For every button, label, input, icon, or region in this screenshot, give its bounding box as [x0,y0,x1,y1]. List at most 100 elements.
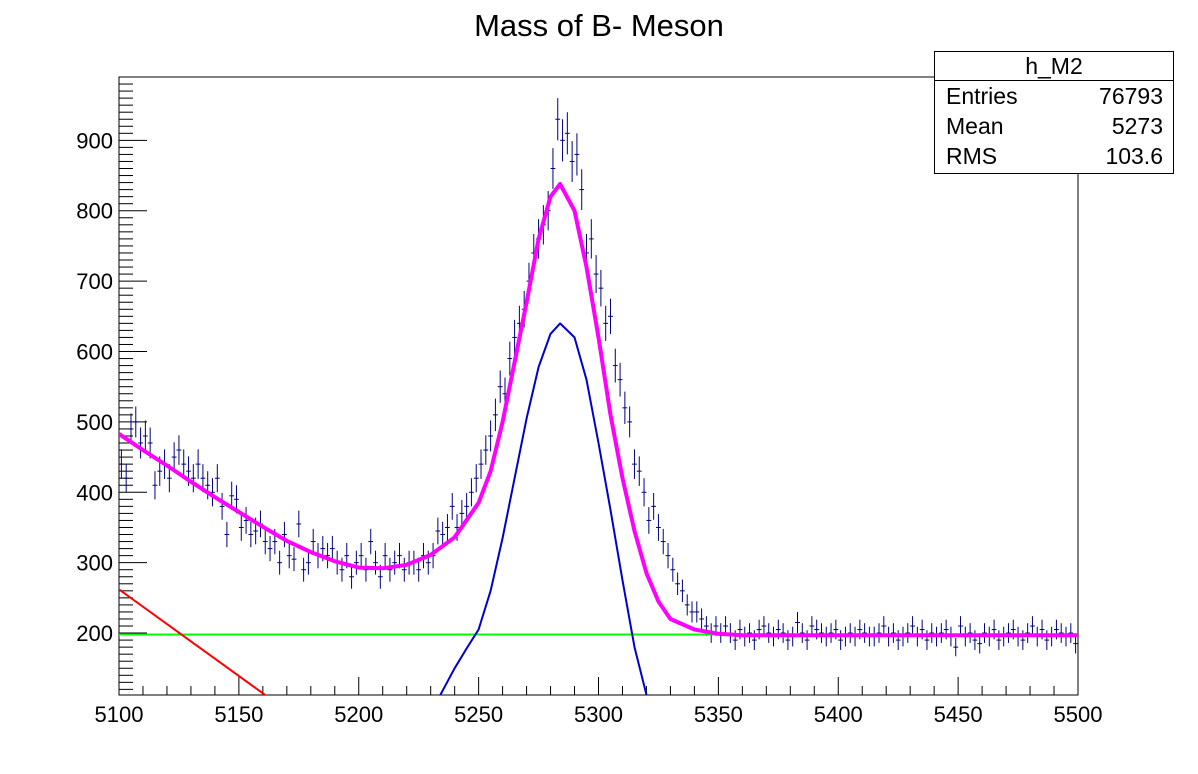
data-point [214,464,220,493]
fit-curves [119,182,1078,695]
stats-row-rms: RMS 103.6 [935,141,1173,171]
y-tick-label: 500 [76,410,113,435]
data-point [142,420,148,452]
y-tick-label: 300 [76,551,113,576]
data-point [445,514,450,541]
data-point [238,514,244,541]
data-point [828,623,834,643]
data-point [1030,616,1035,636]
y-tick-label: 400 [76,480,113,505]
data-point [574,133,580,176]
x-tick-label: 5100 [95,702,144,727]
data-point [670,557,676,582]
data-point [646,507,652,534]
data-point [972,630,978,650]
stats-value: 103.6 [1105,143,1163,169]
data-point [358,542,364,569]
y-tick-label: 800 [76,199,113,224]
stats-label: RMS [946,143,998,169]
data-point [699,608,704,630]
stats-box: h_M2 Entries 76793 Mean 5273 RMS 103.6 [934,51,1174,174]
data-point [785,630,791,650]
data-point [286,542,292,569]
data-point [171,442,177,472]
data-point [636,456,642,486]
data-point [325,542,330,569]
stats-row-entries: Entries 76793 [935,81,1173,111]
data-point [176,435,182,465]
data-point [291,547,297,572]
data-point [368,528,374,555]
data-point [1068,623,1074,643]
data-point [512,319,517,356]
x-tick-label: 5250 [454,702,503,727]
data-point [497,370,503,403]
data-point [910,616,915,636]
data-point [603,305,609,341]
data-point [895,630,901,650]
data-point [119,449,124,479]
data-point [862,623,868,643]
data-point [795,611,800,634]
data-point [598,269,604,307]
data-point [123,464,129,493]
data-point [564,112,570,155]
data-point [138,427,143,459]
data-point [588,219,594,259]
data-point [953,637,959,657]
y-tick-label: 600 [76,340,113,365]
data-point [1020,630,1026,650]
x-tick-label: 5400 [814,702,863,727]
data-point [493,398,498,432]
data-point [478,449,484,479]
data-point [329,535,335,562]
data-point [435,517,441,545]
stats-row-mean: Mean 5273 [935,111,1173,141]
data-point [301,557,307,582]
stats-box-name: h_M2 [935,52,1173,81]
data-point [373,550,378,575]
data-point [608,298,613,334]
data-point [1025,623,1031,643]
data-point [689,601,695,623]
x-tick-label: 5150 [214,702,263,727]
data-point [401,557,407,582]
data-point [780,623,786,643]
data-point [195,449,201,479]
histogram-points [119,98,1078,657]
data-point [306,550,311,575]
data-point [905,623,911,643]
data-point [612,348,618,383]
x-tick-label: 5450 [934,702,983,727]
data-point [310,528,316,555]
data-point [1006,623,1011,643]
fit-curve-background [119,588,267,695]
data-point [929,623,935,643]
data-point [229,481,235,510]
data-point [483,435,489,465]
data-point [1058,623,1064,643]
data-point [627,406,633,438]
x-tick-label: 5200 [334,702,383,727]
tick-labels: 5100 5150 5200 5250 5300 5350 5400 5450 5500 200 3… [76,128,1102,727]
chart-title: Mass of B- Meson [474,8,724,43]
data-point [555,98,561,141]
stats-value: 5273 [1111,113,1163,139]
data-point [665,542,671,569]
data-point [507,341,513,376]
stats-value: 76793 [1099,83,1163,109]
data-point [967,623,973,643]
data-point [449,492,455,520]
data-point [387,557,393,582]
fit-curve-signal [439,322,648,695]
data-point [996,630,1002,650]
data-point [464,492,470,520]
data-point [1044,630,1050,650]
data-point [890,623,896,643]
data-point [982,623,987,643]
data-point [680,579,685,603]
y-tick-label: 200 [76,621,113,646]
x-tick-label: 5500 [1054,702,1103,727]
data-point [579,169,585,211]
